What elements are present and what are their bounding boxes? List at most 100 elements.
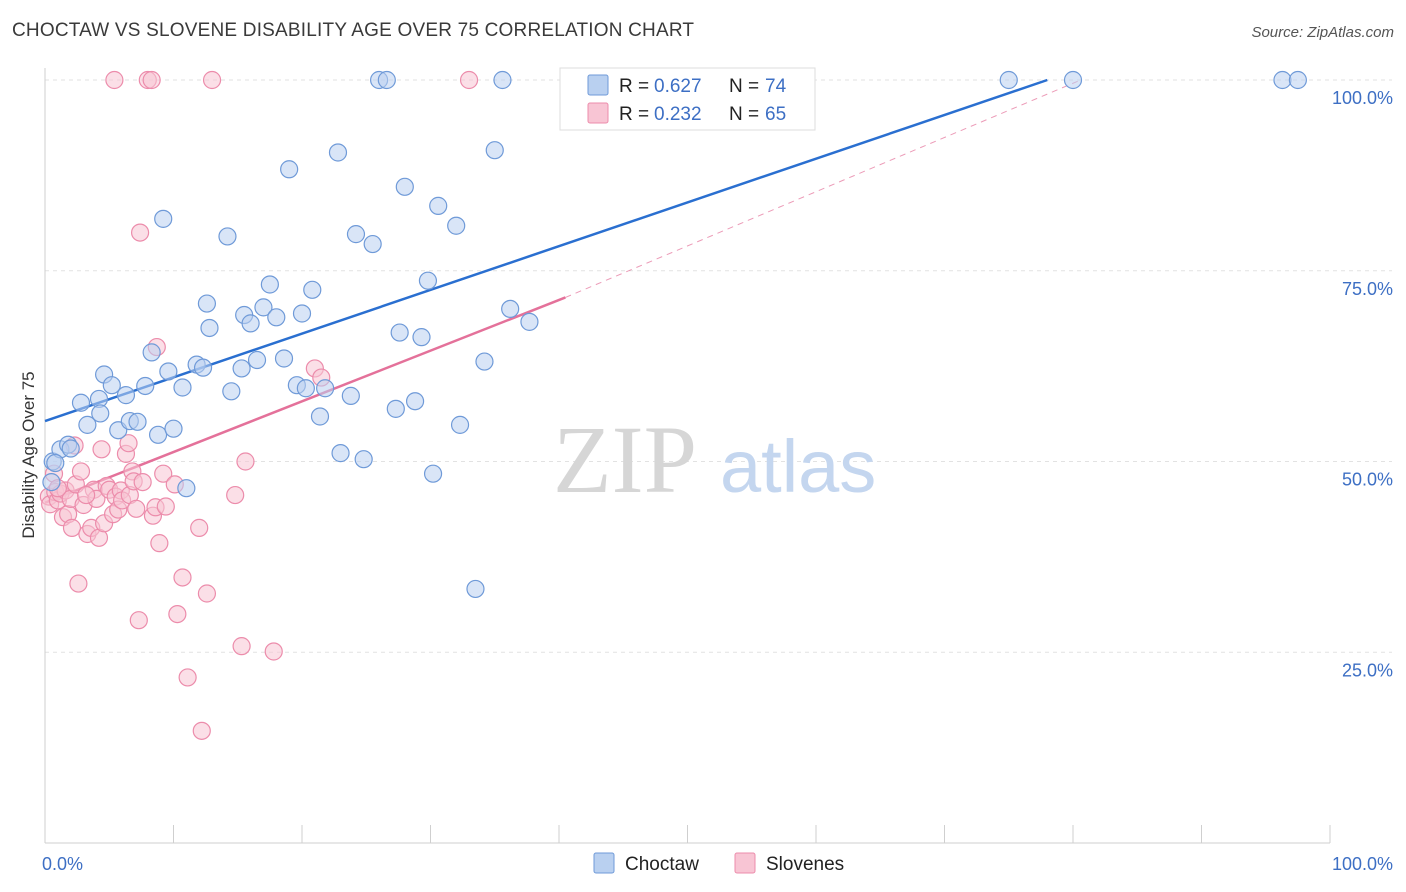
slovenes-point — [190, 518, 209, 537]
choctaw-point — [999, 70, 1018, 90]
choctaw-point — [218, 227, 237, 246]
choctaw-point — [148, 425, 168, 444]
choctaw-point — [1063, 70, 1083, 90]
choctaw-point — [280, 160, 299, 179]
slovenes-point — [77, 485, 96, 505]
legend-r-label-choctaw: R = — [619, 76, 649, 97]
legend-swatch-slovenes — [587, 102, 609, 124]
slovenes-point — [150, 534, 169, 553]
slovenes-point — [130, 223, 150, 242]
slovenes-point — [133, 473, 152, 492]
choctaw-point — [447, 216, 466, 235]
choctaw-point — [232, 359, 251, 378]
y-tick-label: 75.0% — [1342, 279, 1393, 299]
choctaw-point — [485, 141, 504, 160]
choctaw-point — [316, 379, 335, 398]
choctaw-point — [377, 70, 396, 90]
choctaw-point — [267, 308, 286, 327]
choctaw-point — [390, 323, 409, 342]
choctaw-point — [173, 378, 192, 397]
choctaw-point — [247, 350, 267, 370]
choctaw-point — [1288, 70, 1307, 90]
choctaw-point — [241, 314, 260, 333]
slovenes-point — [173, 568, 192, 587]
choctaw-point — [475, 352, 494, 371]
slovenes-point — [192, 721, 211, 740]
choctaw-point — [197, 294, 217, 313]
choctaw-point — [260, 275, 279, 294]
slovenes-point — [197, 584, 217, 603]
choctaw-point — [346, 225, 366, 244]
choctaw-point — [466, 579, 485, 599]
bottom-legend-swatch-slovenes — [734, 852, 756, 874]
choctaw-point — [423, 464, 443, 483]
choctaw-point — [310, 407, 330, 426]
slovenes-point — [236, 452, 255, 471]
slovenes-point — [154, 464, 173, 483]
legend-n-label-choctaw: N = — [729, 76, 759, 97]
legend-r-value-slovenes: 0.232 — [654, 104, 702, 125]
legend-r-value-choctaw: 0.627 — [654, 76, 702, 97]
choctaw-point — [254, 298, 273, 317]
choctaw-point — [200, 318, 219, 338]
choctaw-point — [395, 177, 414, 196]
slovenes-point — [69, 574, 88, 593]
y-tick-labels: 100.0% 75.0% 50.0% 25.0% — [1332, 88, 1393, 680]
choctaw-point — [91, 404, 110, 423]
choctaw-point — [493, 70, 512, 90]
choctaw-point — [222, 382, 241, 401]
choctaw-point — [71, 393, 91, 412]
choctaw-points — [42, 70, 1307, 599]
slovenes-point — [119, 434, 138, 453]
slovenes-trend-extension — [565, 79, 1081, 298]
choctaw-point — [303, 280, 322, 299]
legend-n-value-slovenes: 65 — [765, 104, 786, 125]
choctaw-point — [341, 386, 360, 405]
choctaw-point — [328, 143, 348, 162]
choctaw-point — [274, 349, 294, 368]
axes — [44, 68, 1331, 844]
legend-swatch-choctaw — [587, 74, 609, 96]
choctaw-point — [116, 386, 136, 405]
choctaw-trend-line — [44, 78, 1048, 423]
choctaw-point — [1273, 70, 1292, 90]
choctaw-point — [142, 343, 161, 362]
slovenes-point — [105, 70, 124, 90]
slovenes-point — [127, 499, 146, 518]
legend-r-label-slovenes: R = — [619, 104, 649, 125]
choctaw-point — [159, 362, 178, 381]
choctaw-point — [418, 271, 438, 290]
choctaw-point — [520, 312, 539, 331]
series-legend: Choctaw Slovenes — [593, 852, 844, 875]
x-tick-label: 0.0% — [42, 854, 83, 874]
legend-n-value-choctaw: 74 — [765, 76, 787, 97]
choctaw-point — [42, 473, 61, 492]
choctaw-point — [164, 419, 183, 438]
y-axis-title: Disability Age Over 75 — [19, 371, 38, 538]
slovenes-point — [178, 668, 197, 687]
bottom-legend-choctaw: Choctaw — [625, 854, 699, 875]
chart-title: CHOCTAW VS SLOVENE DISABILITY AGE OVER 7… — [12, 20, 695, 41]
choctaw-point — [136, 376, 155, 396]
correlation-legend: R = 0.627 N = 74 R = 0.232 N = 65 — [559, 67, 816, 131]
watermark-zip: ZIP — [553, 406, 697, 513]
choctaw-point — [128, 412, 147, 431]
slovenes-point — [264, 642, 283, 661]
choctaw-point — [429, 196, 448, 215]
choctaw-point — [354, 450, 373, 469]
choctaw-point — [412, 328, 431, 347]
legend-n-label-slovenes: N = — [729, 104, 759, 125]
choctaw-point — [193, 358, 213, 377]
choctaw-point — [78, 415, 97, 434]
choctaw-point — [501, 299, 520, 318]
slovenes-point — [168, 604, 187, 624]
slovenes-point — [202, 70, 222, 90]
slovenes-point — [142, 70, 161, 90]
choctaw-point — [177, 479, 196, 498]
source-label: Source: ZipAtlas.com — [1251, 24, 1394, 41]
slovenes-point — [62, 518, 82, 537]
slovenes-point — [129, 611, 148, 630]
y-tick-label: 100.0% — [1332, 88, 1393, 108]
choctaw-point — [61, 439, 80, 458]
